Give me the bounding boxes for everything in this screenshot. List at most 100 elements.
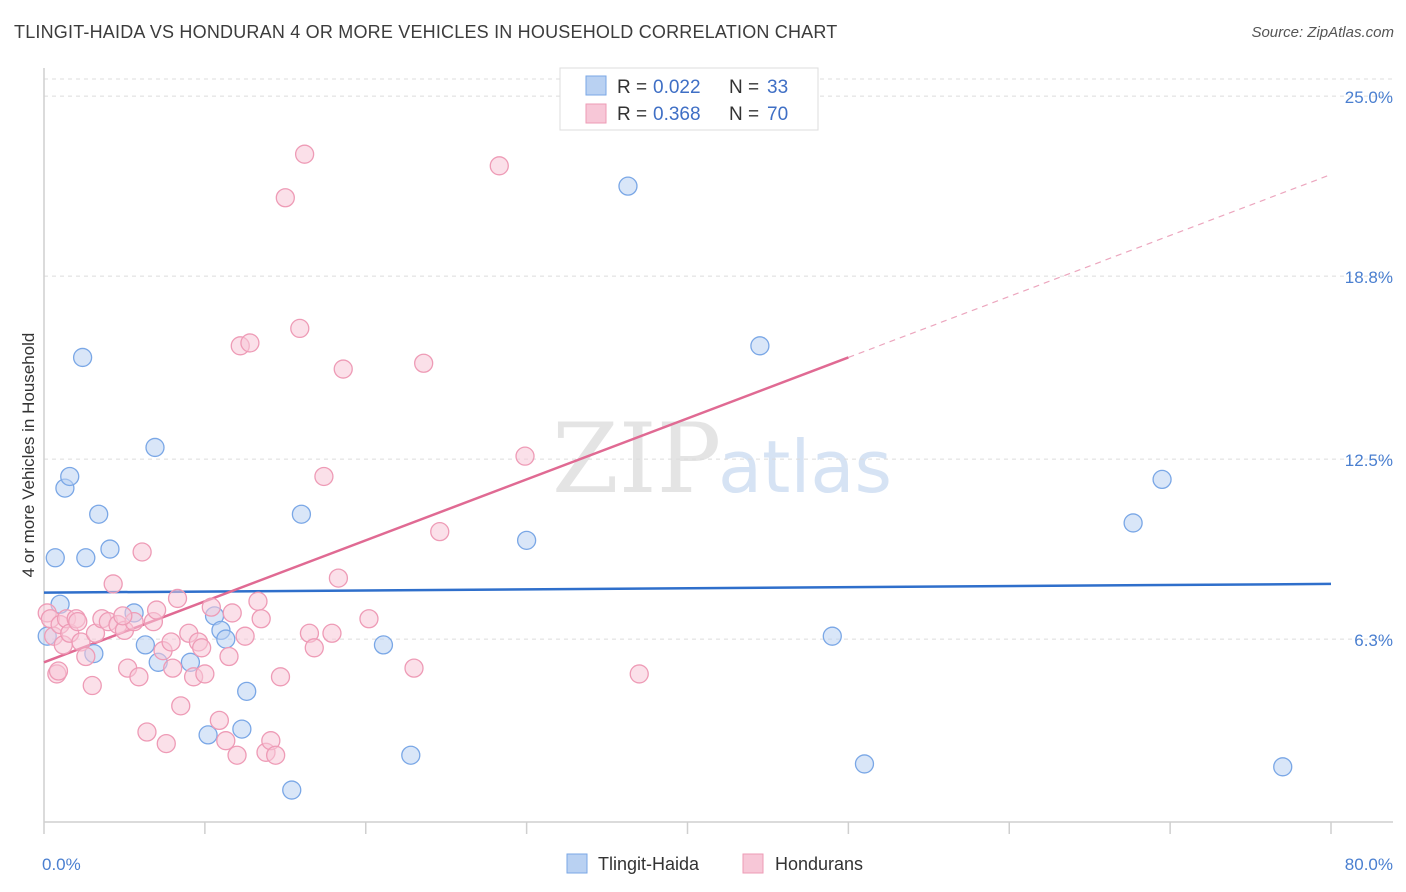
legend-r-label-1: R = [617,77,647,98]
legend-r-value-2: 0.368 [653,104,701,125]
chart-title: TLINGIT-HAIDA VS HONDURAN 4 OR MORE VEHI… [14,22,838,42]
data-point [103,574,123,594]
watermark: ZIP atlas [552,403,892,515]
legend-swatch-tlingit [585,75,607,96]
legend-swatch-hondurans [585,103,607,124]
data-point [113,606,133,626]
y-tick-label: 12.5% [1345,451,1393,470]
chart-source: Source: ZipAtlas.com [1251,24,1394,41]
data-point [232,719,252,739]
data-point [195,664,215,684]
data-point [618,176,638,196]
data-point [227,745,247,765]
data-point [266,745,286,765]
trend-line-hondurans [43,356,849,664]
y-tick-label: 25.0% [1345,88,1393,107]
data-point [48,661,69,681]
data-point [1273,757,1293,777]
data-point [629,664,649,684]
x-tick-max: 80.0% [1345,855,1393,874]
data-point [235,626,255,646]
data-point [290,318,310,339]
data-points [37,144,1293,800]
data-point [82,675,102,696]
data-point [45,548,65,568]
legend-n-value-2: 70 [767,104,788,125]
data-point [216,629,236,649]
watermark-atlas: atlas [718,425,892,509]
data-point [219,646,239,667]
series-hondurans [37,144,649,765]
legend-r-label-2: R = [617,104,647,125]
data-point [515,446,535,466]
data-point [328,568,349,588]
data-point [516,530,537,551]
data-point [854,754,875,774]
data-point [192,638,212,658]
data-point [404,658,424,678]
data-point [291,504,312,524]
bottom-legend-label-tlingit: Tlingit-Haida [598,854,700,874]
data-point [60,466,80,487]
data-point [304,638,324,658]
data-point [198,725,218,745]
data-point [430,522,450,542]
data-point [146,600,167,620]
data-point [72,347,93,368]
data-point [222,603,242,623]
data-point [237,681,257,701]
y-tick-label: 18.8% [1345,268,1393,287]
data-point [240,333,260,353]
data-point [201,597,221,617]
bottom-legend-swatch-tlingit [566,853,588,874]
data-point [294,144,315,164]
legend-n-value-1: 33 [767,77,788,98]
y-axis-label: 4 or more Vehicles in Household [19,333,38,578]
data-point [135,635,156,655]
data-point [373,635,394,655]
legend-r-value-1: 0.022 [653,77,701,98]
data-point [167,588,188,609]
data-point [163,658,183,678]
axes [43,68,1393,834]
data-point [270,667,291,687]
data-point [1123,513,1143,533]
data-point [89,504,109,524]
data-point [156,733,176,754]
data-point [1152,469,1172,490]
data-point [251,609,271,629]
data-point [248,591,268,611]
data-point [216,731,236,751]
data-point [132,542,152,562]
data-point [314,466,334,487]
trend-line-hondurans-extension [848,173,1332,359]
bottom-legend-label-hondurans: Hondurans [775,854,863,874]
y-tick-labels: 6.3% 12.5% 18.8% 25.0% [1345,88,1393,650]
data-point [822,626,842,646]
data-point [275,188,295,208]
data-point [401,745,421,765]
trend-lines [43,173,1332,664]
data-point [129,667,149,687]
data-point [171,696,191,716]
data-point [145,437,165,458]
legend: R = 0.022 N = 33 R = 0.368 N = 70 [559,67,819,131]
data-point [322,623,342,643]
legend-n-label-1: N = [729,77,759,98]
grid-lines [44,78,1393,640]
x-tick-min: 0.0% [42,855,81,874]
data-point [68,612,88,632]
data-point [750,336,770,356]
data-point [137,722,157,742]
data-point [209,710,230,731]
data-point [359,609,379,629]
data-point [76,646,96,667]
y-tick-label: 6.3% [1354,631,1393,650]
bottom-legend-swatch-hondurans [742,853,764,874]
data-point [489,156,509,176]
data-point [161,632,181,652]
data-point [282,780,302,800]
data-point [414,353,434,373]
bottom-legend: Tlingit-Haida Hondurans [566,853,863,874]
